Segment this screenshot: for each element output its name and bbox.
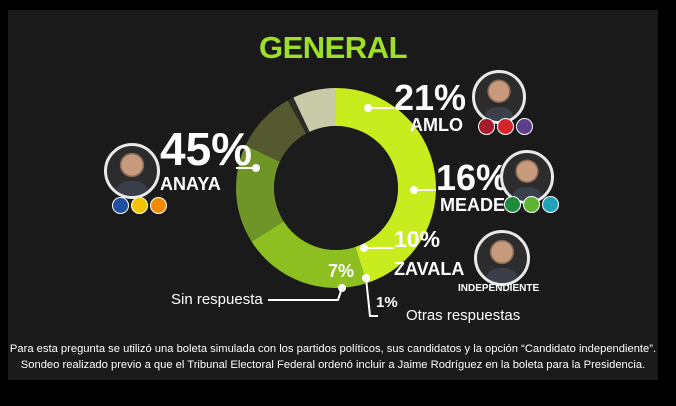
footnote-line-1: Para esta pregunta se utilizó una boleta… (9, 343, 657, 355)
pt-logo (497, 118, 514, 135)
meade-party-logos (504, 196, 559, 214)
anaya-party-logos (112, 197, 167, 215)
slice-amlo (251, 221, 367, 288)
pes-logo (516, 118, 533, 135)
anaya-percent: 45% (160, 123, 253, 175)
meade-percent: 16% (436, 157, 509, 198)
prd-logo (131, 197, 148, 214)
leader-other (365, 277, 378, 317)
other-label: Otras respuestas (406, 307, 521, 324)
anaya-photo (104, 143, 160, 199)
meade-photo (500, 150, 554, 204)
none-label: Sin respuesta (171, 291, 263, 308)
slice-meade (236, 145, 284, 242)
mc-logo (150, 197, 167, 214)
chart-title: GENERAL (258, 30, 408, 65)
footnote-line-2: Sondeo realizado previo a que el Tribuna… (20, 359, 646, 371)
donut-hole (274, 126, 398, 250)
slice-sin-respuesta (293, 88, 336, 132)
meade-name: MEADE (440, 195, 506, 215)
leader-zavala-dot (360, 244, 368, 252)
donut-chart (236, 88, 437, 317)
zavala-note: INDEPENDIENTE (458, 283, 540, 294)
leader-meade-dot (410, 186, 418, 194)
pvem-logo (523, 196, 540, 213)
amlo-party-logos (478, 118, 533, 136)
none-percent: 7% (328, 261, 355, 281)
amlo-percent: 21% (394, 77, 467, 118)
amlo-name: AMLO (410, 115, 463, 135)
morena-logo (478, 118, 495, 135)
leader-amlo-dot (364, 104, 372, 112)
slice-otras-respuestas (287, 97, 310, 134)
slice-zavala (245, 100, 307, 162)
zavala-percent: 10% (394, 226, 441, 252)
zavala-photo (474, 230, 530, 286)
other-percent: 1% (376, 294, 398, 311)
pri-logo (504, 196, 521, 213)
panal-logo (542, 196, 559, 213)
leader-anaya-dot (252, 164, 260, 172)
zavala-name: ZAVALA (394, 259, 465, 279)
slice-anaya (336, 88, 437, 284)
pan-logo (112, 197, 129, 214)
anaya-name: ANAYA (160, 174, 221, 194)
leader-none (268, 287, 343, 301)
amlo-photo (472, 70, 526, 124)
infographic: GENERAL 45% ANAYA 21% AMLO 16% MEADE 10%… (8, 10, 658, 380)
